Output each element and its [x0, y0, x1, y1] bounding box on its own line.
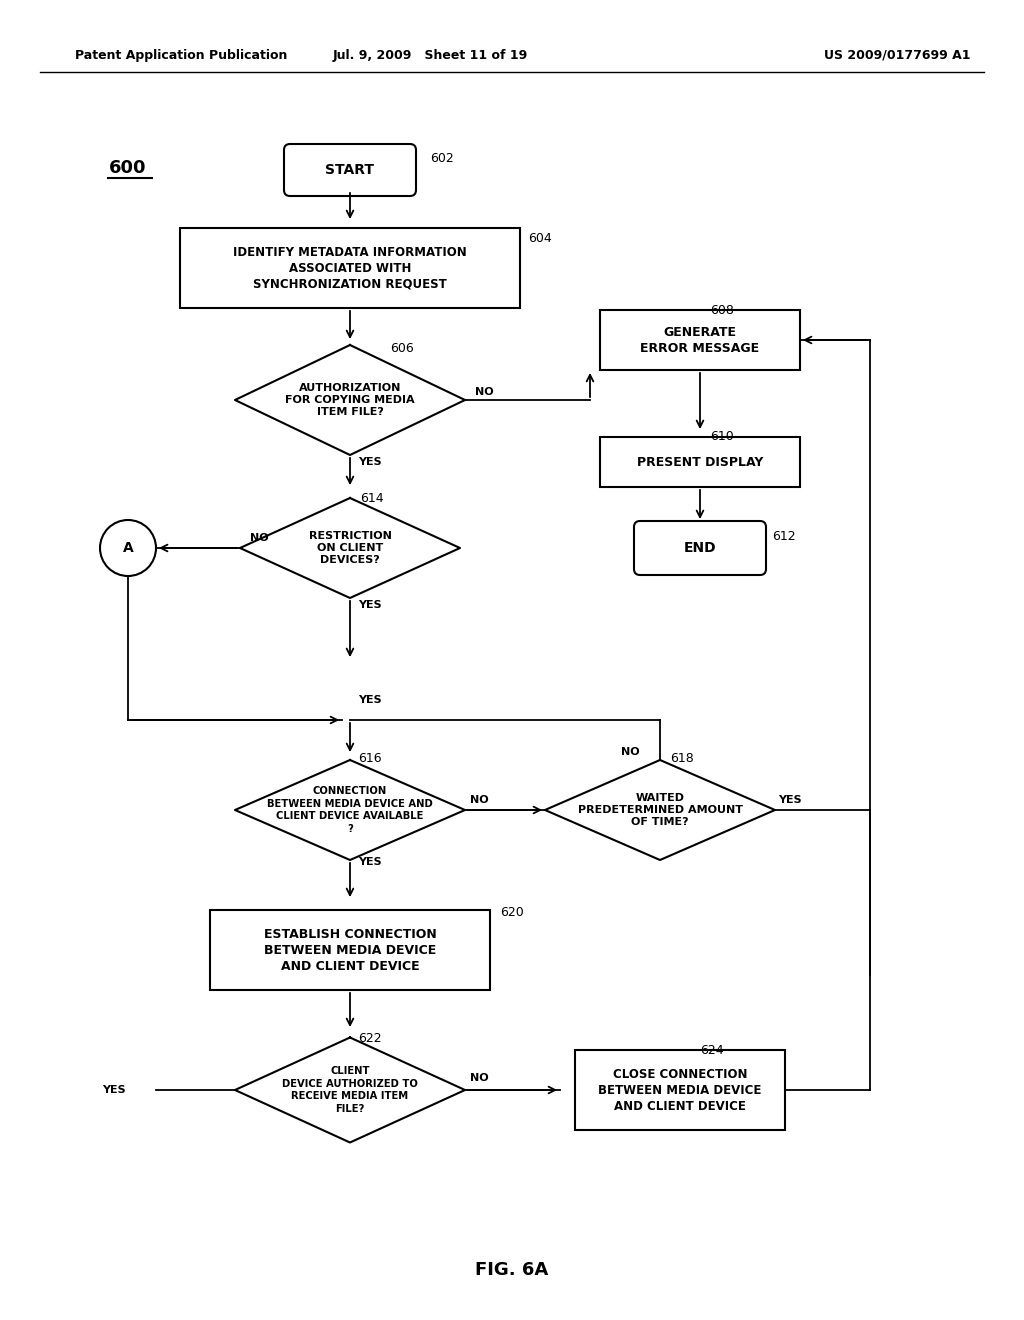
Text: 618: 618 [670, 751, 693, 764]
Text: ESTABLISH CONNECTION
BETWEEN MEDIA DEVICE
AND CLIENT DEVICE: ESTABLISH CONNECTION BETWEEN MEDIA DEVIC… [263, 928, 436, 973]
Text: WAITED
PREDETERMINED AMOUNT
OF TIME?: WAITED PREDETERMINED AMOUNT OF TIME? [578, 792, 742, 828]
Text: YES: YES [358, 457, 382, 467]
Text: NO: NO [475, 387, 494, 397]
Text: YES: YES [778, 795, 802, 805]
Text: 610: 610 [710, 429, 734, 442]
FancyBboxPatch shape [284, 144, 416, 195]
Text: CLOSE CONNECTION
BETWEEN MEDIA DEVICE
AND CLIENT DEVICE: CLOSE CONNECTION BETWEEN MEDIA DEVICE AN… [598, 1068, 762, 1113]
Text: 616: 616 [358, 751, 382, 764]
Text: YES: YES [358, 601, 382, 610]
Text: A: A [123, 541, 133, 554]
Text: CLIENT
DEVICE AUTHORIZED TO
RECEIVE MEDIA ITEM
FILE?: CLIENT DEVICE AUTHORIZED TO RECEIVE MEDI… [282, 1067, 418, 1114]
Text: AUTHORIZATION
FOR COPYING MEDIA
ITEM FILE?: AUTHORIZATION FOR COPYING MEDIA ITEM FIL… [286, 383, 415, 417]
Text: Patent Application Publication: Patent Application Publication [75, 49, 288, 62]
Text: START: START [326, 162, 375, 177]
Text: CONNECTION
BETWEEN MEDIA DEVICE AND
CLIENT DEVICE AVAILABLE
?: CONNECTION BETWEEN MEDIA DEVICE AND CLIE… [267, 787, 433, 834]
Text: PRESENT DISPLAY: PRESENT DISPLAY [637, 455, 763, 469]
Text: 624: 624 [700, 1044, 724, 1056]
Text: YES: YES [102, 1085, 126, 1096]
Text: 614: 614 [360, 491, 384, 504]
Text: FIG. 6A: FIG. 6A [475, 1261, 549, 1279]
Bar [600, 310, 800, 370]
Text: 604: 604 [528, 231, 552, 244]
Bar [210, 909, 490, 990]
Text: 608: 608 [710, 304, 734, 317]
Bar [575, 1049, 785, 1130]
Text: 606: 606 [390, 342, 414, 355]
Text: NO: NO [250, 533, 268, 543]
Text: NO: NO [470, 795, 488, 805]
FancyBboxPatch shape [634, 521, 766, 576]
Text: US 2009/0177699 A1: US 2009/0177699 A1 [823, 49, 970, 62]
Circle shape [100, 520, 156, 576]
Text: GENERATE
ERROR MESSAGE: GENERATE ERROR MESSAGE [640, 326, 760, 355]
Text: NO: NO [622, 747, 640, 756]
Text: END: END [684, 541, 717, 554]
Bar [600, 437, 800, 487]
Text: YES: YES [358, 696, 382, 705]
Text: 620: 620 [500, 906, 523, 919]
Text: Jul. 9, 2009   Sheet 11 of 19: Jul. 9, 2009 Sheet 11 of 19 [333, 49, 527, 62]
Text: YES: YES [358, 857, 382, 867]
Bar [180, 228, 520, 308]
Text: NO: NO [470, 1073, 488, 1082]
Text: 622: 622 [358, 1031, 382, 1044]
Text: 600: 600 [110, 158, 146, 177]
Text: 602: 602 [430, 152, 454, 165]
Text: 612: 612 [772, 529, 796, 543]
Text: IDENTIFY METADATA INFORMATION
ASSOCIATED WITH
SYNCHRONIZATION REQUEST: IDENTIFY METADATA INFORMATION ASSOCIATED… [233, 246, 467, 290]
Text: RESTRICTION
ON CLIENT
DEVICES?: RESTRICTION ON CLIENT DEVICES? [308, 531, 391, 565]
